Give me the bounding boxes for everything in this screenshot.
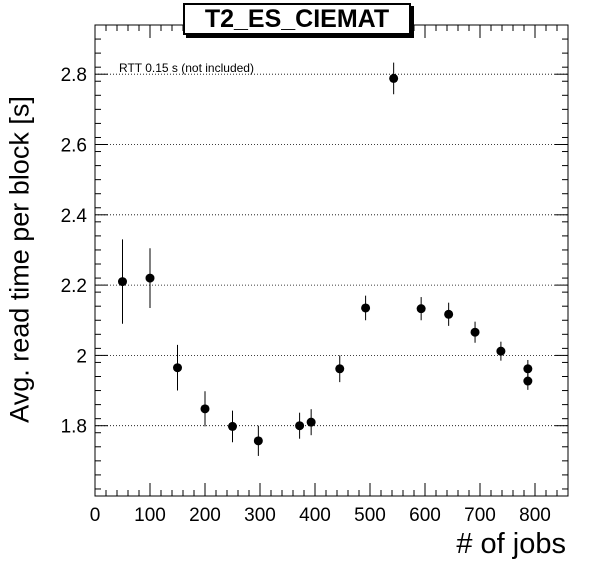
data-point	[523, 376, 533, 386]
y-tick-label: 2.8	[61, 65, 87, 86]
data-points	[118, 62, 533, 456]
x-tick-label: 100	[134, 505, 166, 526]
data-point	[335, 364, 345, 374]
data-point	[145, 273, 155, 283]
y-tick-label: 2.6	[61, 136, 87, 157]
rtt-annotation: RTT 0.15 s (not included)	[119, 61, 254, 75]
data-point	[253, 436, 263, 446]
y-tick-label: 2.4	[61, 206, 88, 227]
y-tick-label: 1.8	[61, 417, 87, 438]
chart-title: T2_ES_CIEMAT	[183, 3, 411, 35]
x-tick-label: 300	[244, 505, 276, 526]
data-point	[389, 73, 399, 83]
x-tick-label: 400	[299, 505, 331, 526]
x-axis-label: # of jobs	[456, 528, 566, 560]
data-point	[228, 421, 237, 431]
x-tick-label: 0	[90, 505, 101, 526]
grid-lines	[95, 73, 568, 427]
y-tick-label: 2	[76, 346, 87, 367]
y-tick-label: 2.2	[61, 276, 87, 297]
y-axis-label: Avg. read time per block [s]	[4, 96, 35, 423]
data-point	[200, 404, 210, 414]
data-point	[173, 363, 182, 373]
data-point	[416, 304, 426, 314]
x-tick-label: 200	[189, 505, 221, 526]
data-point	[470, 327, 480, 337]
data-point	[118, 277, 127, 287]
data-point	[523, 364, 533, 374]
x-tick-label: 800	[519, 505, 551, 526]
data-point	[295, 421, 305, 431]
data-point	[306, 417, 316, 427]
x-tick-label: 500	[354, 505, 386, 526]
x-tick-label: 600	[409, 505, 441, 526]
data-point	[496, 346, 506, 356]
tick-labels: 1.8 2 2.2 2.4 2.6 2.8 0 100 200 300 400 500 600 700 80…	[61, 65, 551, 526]
data-point	[444, 309, 454, 319]
x-tick-label: 700	[464, 505, 496, 526]
data-point	[361, 303, 371, 313]
